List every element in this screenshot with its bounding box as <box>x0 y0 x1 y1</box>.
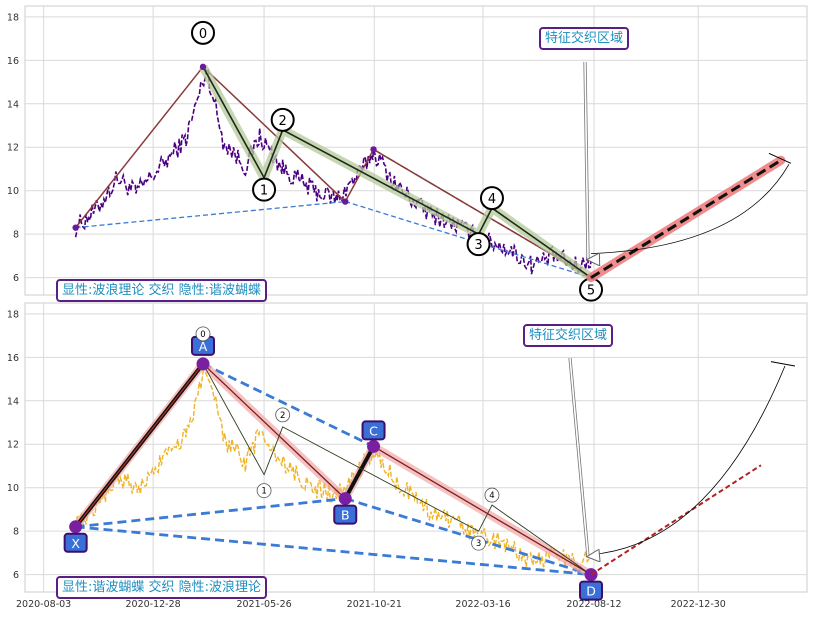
projection-line <box>590 464 762 576</box>
pivot-marker <box>370 146 377 153</box>
wave-label-small: 4 <box>489 491 494 501</box>
wave-label-circle <box>270 107 295 132</box>
wave-label-small: 1 <box>261 487 266 497</box>
wave-label-circle-small <box>275 407 291 423</box>
projection-cap <box>768 152 792 164</box>
harmonic-connector <box>344 497 592 576</box>
xtick-label: 2020-12-28 <box>125 599 180 610</box>
wave-label: 5 <box>587 284 595 299</box>
harmonic-leg <box>373 445 592 576</box>
wave-label: 4 <box>488 192 496 207</box>
top-ytick-label: 10 <box>7 186 19 197</box>
xtick-label: 2021-10-21 <box>347 599 402 610</box>
harmonic-point-label: X <box>71 536 80 551</box>
projection-arc <box>591 164 790 255</box>
harmonic-point-label: A <box>199 339 208 354</box>
projection-arc <box>590 365 786 556</box>
harmonic-point-label: B <box>341 508 350 523</box>
wave-label: 3 <box>474 238 482 253</box>
wave-label: 0 <box>199 27 207 42</box>
harmonic-connector <box>75 525 592 577</box>
xtick-label: 2022-03-16 <box>455 599 510 610</box>
harmonic-point-marker <box>196 357 210 371</box>
top-ytick-label: 8 <box>13 230 19 241</box>
pivot-marker <box>342 198 349 205</box>
harmonic-leg-inner <box>75 363 204 528</box>
harmonic-label-box <box>579 580 604 601</box>
bottom-pattern-label: 显性:谐波蝴蝶 交织 隐性:波浪理论 <box>56 576 268 599</box>
top-annotation-label: 特征交织区域 <box>539 27 630 50</box>
harmonic-connector <box>75 497 346 529</box>
bottom-ytick-label: 12 <box>7 440 19 451</box>
bottom-ytick-label: 8 <box>13 527 19 538</box>
harmonic-label-box <box>63 532 88 553</box>
projection-cap <box>770 361 796 367</box>
projection-line <box>590 159 782 279</box>
bottom-ytick-label: 16 <box>7 353 19 364</box>
annotation-arrow <box>584 61 588 260</box>
top-pattern-label: 显性:波浪理论 交织 隐性:谐波蝴蝶 <box>56 279 268 302</box>
wave-label-small: 3 <box>476 539 481 549</box>
wave-label-circle <box>479 186 504 211</box>
pivot-marker <box>199 63 207 71</box>
harmonic-leg <box>343 445 376 500</box>
wave-label-circle-small <box>256 483 272 499</box>
harmonic-point-marker <box>69 520 83 534</box>
top-ytick-label: 18 <box>7 12 19 23</box>
bottom-ytick-label: 18 <box>7 309 19 320</box>
trendline-blue <box>75 200 346 229</box>
harmonic-label-box <box>361 420 386 441</box>
wave-label-circle <box>252 177 277 202</box>
wave-label-small: 0 <box>200 330 205 340</box>
top-price-line <box>74 67 592 275</box>
wave-label-circle <box>466 232 491 257</box>
xtick-label: 2021-05-26 <box>236 599 291 610</box>
wave-label-circle-small <box>195 326 211 342</box>
wave-path-thin <box>202 363 592 575</box>
harmonic-point-marker <box>338 492 352 506</box>
bottom-ytick-label: 6 <box>13 570 19 581</box>
top-ytick-label: 6 <box>13 273 19 284</box>
xtick-label: 2020-08-03 <box>16 599 71 610</box>
xtick-label: 2022-08-12 <box>566 599 621 610</box>
wave-label-circle-small <box>484 487 500 503</box>
top-ytick-label: 16 <box>7 56 19 67</box>
xtick-label: 2022-12-30 <box>671 599 726 610</box>
harmonic-point-label: C <box>369 423 378 438</box>
pivot-marker <box>72 224 79 231</box>
harmonic-label-box <box>333 504 358 525</box>
harmonic-leg <box>202 363 346 500</box>
harmonic-point-label: D <box>586 584 596 599</box>
bottom-annotation-label: 特征交织区域 <box>523 324 614 347</box>
wave-label: 1 <box>260 184 268 199</box>
bottom-plot-frame <box>24 302 808 593</box>
harmonic-point-marker <box>367 439 381 453</box>
wave-label-small: 2 <box>280 411 285 421</box>
wave-path <box>202 66 592 279</box>
top-ytick-label: 14 <box>7 99 19 110</box>
wave-label-circle <box>190 20 215 45</box>
bottom-ytick-label: 14 <box>7 396 19 407</box>
harmonic-connector <box>202 362 375 448</box>
top-ytick-label: 12 <box>7 143 19 154</box>
annotation-arrow <box>569 357 588 557</box>
bottom-ytick-label: 10 <box>7 483 19 494</box>
bottom-price-line <box>74 366 592 572</box>
wave-label-circle-small <box>471 535 486 551</box>
wave-label: 2 <box>279 114 287 129</box>
top-plot-frame <box>24 5 808 296</box>
